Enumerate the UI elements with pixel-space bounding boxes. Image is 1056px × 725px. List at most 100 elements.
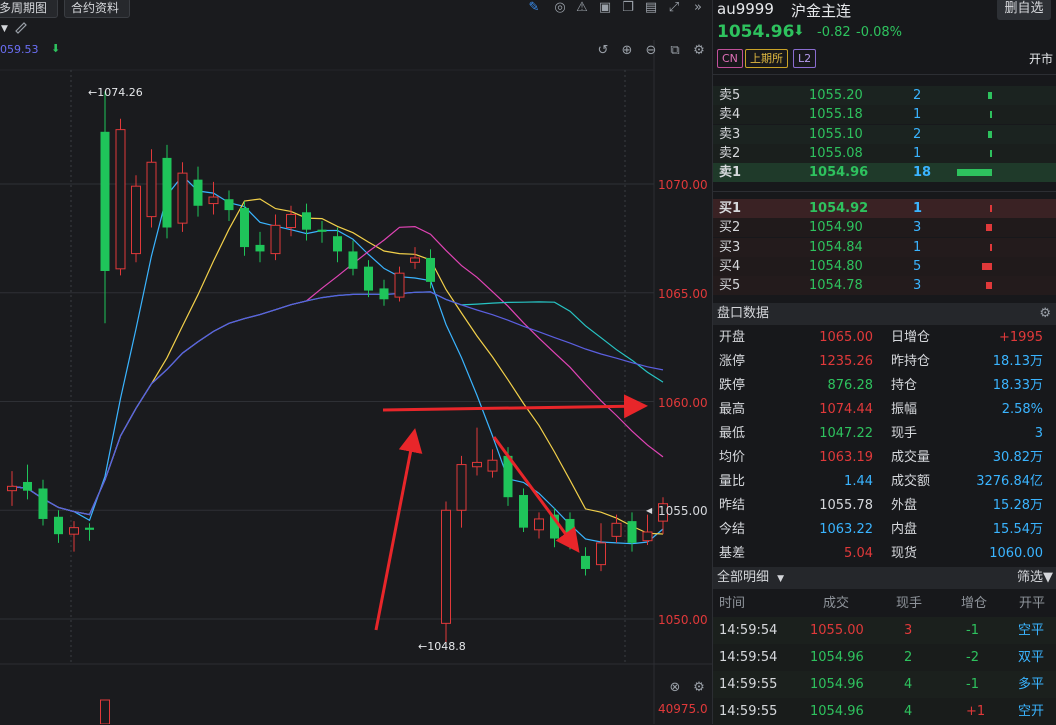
symbol-code: au9999	[717, 0, 774, 18]
trade-qty: 2	[904, 650, 913, 665]
filter-button[interactable]: 筛选▼	[1017, 567, 1053, 589]
stats-settings-icon[interactable]: ⚙	[1039, 306, 1051, 321]
trades-title[interactable]: 全部明细	[717, 570, 770, 585]
trade-row[interactable]: 14:59:54 1054.96 2 -2 双平	[713, 644, 1056, 671]
volume-bar	[986, 282, 992, 290]
ruler-icon[interactable]	[13, 21, 29, 37]
ask-row[interactable]: 卖4 1055.18 1	[713, 105, 1056, 125]
settings-icon[interactable]: ⚙	[693, 43, 705, 58]
price-change-pct: -0.08%	[856, 25, 902, 40]
stat-value: 1047.22	[819, 426, 873, 441]
price-axis-label: 1050.00	[658, 613, 708, 627]
trade-row[interactable]: 14:59:55 1054.96 4 +1 空开	[713, 698, 1056, 725]
stat-label: 成交额	[891, 474, 931, 489]
chevron-down-icon[interactable]: ▼	[777, 574, 785, 584]
ask-row[interactable]: 卖1 1054.96 18	[713, 163, 1056, 183]
market-tag-cn: CN	[717, 49, 743, 68]
order-qty: 1	[913, 239, 922, 255]
order-level-label: 买2	[719, 220, 741, 236]
session-status: 开市	[1028, 52, 1053, 66]
expand-icon[interactable]: ⤢	[668, 0, 680, 15]
stat-value: +1995	[999, 330, 1043, 345]
candle-body	[7, 485, 17, 492]
order-price: 1054.80	[809, 258, 863, 274]
order-qty: 2	[913, 126, 922, 142]
candle-body	[364, 266, 373, 291]
copy-icon[interactable]: ❐	[622, 0, 634, 15]
stat-value: 1063.19	[819, 450, 873, 465]
eye-icon[interactable]: ◎	[554, 0, 566, 15]
collapse-right-icon[interactable]: »	[694, 0, 702, 15]
kline-chart[interactable]: 059.53 ⬇ ↺ ⊕ ⊖ ⧉ ⚙ 1070.00 1065.00 1060.…	[0, 40, 712, 724]
remove-watchlist-button[interactable]: 删自选	[997, 0, 1051, 20]
trade-time: 14:59:54	[719, 650, 778, 665]
stat-label: 振幅	[891, 402, 918, 417]
candle-body	[224, 199, 234, 211]
chevron-down-icon: ▼	[1, 24, 8, 34]
draw-pen-icon[interactable]: ✎	[528, 0, 540, 15]
alert-icon[interactable]: ⚠	[576, 0, 588, 15]
low-value: 1048.8	[427, 640, 466, 653]
candle-body	[410, 257, 420, 263]
candle-body	[54, 516, 63, 535]
volume-bar	[986, 224, 992, 232]
stat-label: 内盘	[891, 522, 918, 537]
undo-icon[interactable]: ↺	[597, 43, 609, 58]
bid-row[interactable]: 买4 1054.80 5	[713, 256, 1056, 276]
bid-row[interactable]: 买3 1054.84 1	[713, 237, 1056, 257]
order-price: 1055.20	[809, 88, 863, 103]
volume-bar	[988, 130, 992, 138]
layout-icon[interactable]: ⧉	[670, 43, 680, 58]
stat-label: 现手	[891, 426, 918, 441]
low-annotation: ←1048.8	[418, 640, 466, 653]
stat-label: 跌停	[719, 378, 746, 393]
stat-value: 1074.44	[819, 402, 873, 417]
stat-value: 1.44	[844, 474, 873, 489]
trade-type: 空平	[1018, 623, 1045, 638]
stat-value: 876.28	[827, 378, 874, 393]
period-label: 多周期图	[0, 1, 48, 15]
contract-info-button[interactable]: 合约资料	[64, 0, 130, 18]
ask-row[interactable]: 卖3 1055.10 2	[713, 124, 1056, 144]
trade-row[interactable]: 14:59:54 1055.00 3 -1 空平	[713, 617, 1056, 644]
high-annotation: ←1074.26	[88, 86, 143, 99]
candle-body	[333, 236, 342, 252]
stat-value: 18.13万	[992, 354, 1043, 369]
volume-bar	[100, 699, 110, 724]
order-level-label: 卖1	[719, 165, 742, 181]
camera-icon[interactable]: ▣	[598, 0, 612, 15]
current-price-marker-icon: ◀	[646, 506, 653, 515]
candle-body	[131, 185, 141, 255]
candle-body	[208, 196, 219, 205]
trade-time: 14:59:55	[719, 677, 778, 692]
volume-bar	[982, 262, 992, 270]
close-pane-icon[interactable]: ⊗	[669, 680, 681, 695]
order-level-label: 卖2	[719, 145, 741, 161]
candle-body	[611, 522, 622, 537]
zoom-in-icon[interactable]: ⊕	[621, 43, 633, 58]
monitor-icon[interactable]: ▤	[644, 0, 658, 15]
period-selector[interactable]: 多周期图 ▼	[0, 0, 58, 34]
zoom-out-icon[interactable]: ⊖	[645, 43, 657, 58]
price-down-arrow-icon: ⬇	[793, 23, 805, 39]
ask-row[interactable]: 卖5 1055.20 2	[713, 86, 1056, 105]
trades-columns: 时间 成交 现手 增仓 开平	[713, 590, 1056, 617]
candle-body	[534, 518, 544, 531]
stat-label: 持仓	[891, 378, 918, 393]
column-header: 时间	[719, 596, 746, 611]
ask-row[interactable]: 卖2 1055.08 1	[713, 143, 1056, 163]
symbol-name: 沪金主连	[791, 2, 852, 20]
chart-canvas[interactable]	[0, 40, 712, 724]
trade-row[interactable]: 14:59:55 1054.96 4 -1 多平	[713, 671, 1056, 698]
candle-body	[394, 272, 405, 298]
bid-row[interactable]: 买5 1054.78 3	[713, 276, 1056, 296]
order-price: 1055.10	[809, 126, 863, 142]
volume-bar	[990, 111, 992, 119]
bid-row[interactable]: 买1 1054.92 1	[713, 199, 1056, 218]
bid-row[interactable]: 买2 1054.90 3	[713, 218, 1056, 238]
order-price: 1054.84	[809, 239, 863, 255]
pane-settings-icon[interactable]: ⚙	[693, 680, 705, 695]
stat-label: 均价	[719, 450, 746, 465]
trade-time: 14:59:54	[719, 623, 778, 638]
candle-body	[286, 213, 296, 228]
